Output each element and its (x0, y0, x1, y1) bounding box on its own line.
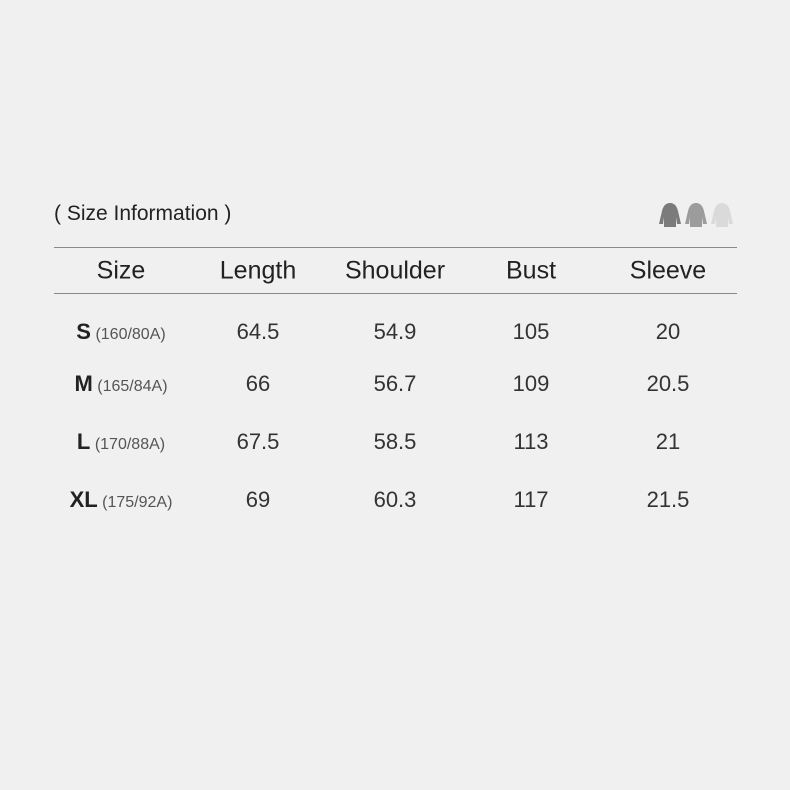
size-code: L (76, 429, 91, 454)
cell-sleeve: 21 (655, 429, 681, 454)
size-code: M (74, 371, 93, 396)
column-header-size: Size (96, 256, 146, 285)
column-header-shoulder: Shoulder (344, 256, 446, 285)
column-header-length: Length (219, 256, 297, 285)
cell-bust: 113 (513, 429, 549, 454)
header-bottom-divider (54, 293, 737, 294)
size-label: S (160/80A) (76, 319, 165, 345)
size-spec: (170/88A) (94, 436, 166, 453)
cell-shoulder: 58.5 (373, 429, 417, 454)
size-label: M (165/84A) (74, 371, 167, 397)
hoodie-icon (711, 203, 733, 227)
hoodie-icon (685, 203, 707, 227)
cell-length: 69 (245, 487, 271, 512)
size-spec: (160/80A) (95, 326, 166, 343)
column-header-sleeve: Sleeve (629, 256, 707, 285)
cell-shoulder: 54.9 (373, 319, 417, 344)
header-top-divider (54, 247, 737, 248)
cell-bust: 117 (513, 487, 549, 512)
section-title: ( Size Information ) (54, 202, 232, 225)
size-spec: (175/92A) (102, 494, 173, 511)
cell-bust: 109 (512, 371, 550, 396)
cell-shoulder: 56.7 (373, 371, 417, 396)
color-icons (658, 201, 734, 229)
hoodie-icon (659, 203, 681, 227)
column-header-bust: Bust (505, 256, 557, 285)
cell-sleeve: 20 (655, 319, 681, 344)
size-label: L (170/88A) (77, 429, 165, 455)
size-label: XL (175/92A) (70, 487, 173, 513)
cell-sleeve: 20.5 (646, 371, 690, 396)
size-spec: (165/84A) (97, 378, 168, 395)
cell-length: 66 (245, 371, 271, 396)
cell-bust: 105 (512, 319, 550, 344)
cell-length: 67.5 (236, 429, 280, 454)
size-code: XL (69, 487, 98, 512)
cell-sleeve: 21.5 (646, 487, 690, 512)
cell-shoulder: 60.3 (373, 487, 417, 512)
cell-length: 64.5 (236, 319, 280, 344)
size-code: S (76, 319, 91, 344)
